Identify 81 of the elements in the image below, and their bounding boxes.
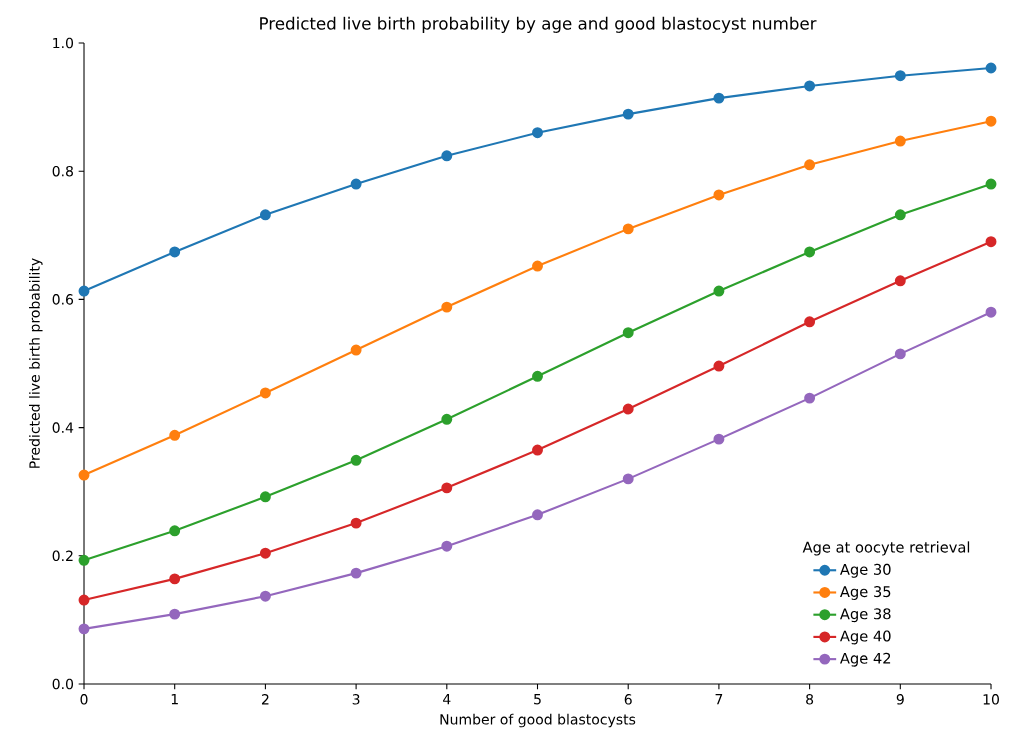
point — [985, 306, 997, 318]
legend-title: Age at oocyte retrieval — [802, 541, 970, 556]
point — [622, 403, 634, 415]
legend-label: Age 35 — [840, 586, 891, 600]
point — [350, 178, 362, 190]
point — [804, 159, 816, 171]
point — [532, 260, 543, 272]
point — [441, 150, 453, 162]
y-tick-label: 0.4 — [52, 422, 74, 433]
x-tick-label: 1 — [171, 694, 178, 705]
legend-label: Age 40 — [840, 630, 891, 645]
x-tick-label: 4 — [443, 694, 451, 705]
point — [259, 491, 271, 503]
point — [894, 348, 906, 360]
point — [713, 189, 725, 201]
x-tick-label: 3 — [352, 694, 360, 705]
y-axis-title: Predicted live birth probability — [29, 258, 43, 468]
point — [622, 108, 634, 120]
point — [985, 178, 997, 190]
point — [713, 285, 725, 297]
point — [78, 469, 90, 481]
point — [350, 517, 362, 529]
point — [713, 433, 725, 445]
point — [441, 413, 453, 425]
legend-label: Age 30 — [840, 563, 891, 578]
point — [622, 473, 634, 485]
point — [259, 590, 271, 602]
point — [441, 301, 453, 313]
y-tick-label: 0.2 — [52, 550, 73, 562]
point — [804, 316, 816, 328]
x-tick-label: 7 — [715, 694, 723, 705]
x-tick-label: 0 — [80, 694, 88, 705]
point — [894, 275, 906, 287]
point — [259, 547, 271, 559]
point — [713, 360, 725, 372]
point — [713, 92, 725, 104]
point — [532, 370, 543, 382]
x-tick-label: 5 — [534, 694, 541, 705]
y-tick-label: 0.6 — [52, 294, 74, 305]
point — [441, 540, 453, 552]
legend-label: Age 38 — [840, 608, 891, 623]
point — [622, 223, 634, 235]
point — [350, 454, 362, 466]
point — [532, 444, 543, 456]
point — [350, 567, 362, 579]
x-tick-label: 6 — [624, 694, 632, 705]
point — [78, 594, 90, 606]
point — [259, 209, 271, 221]
point — [804, 80, 816, 92]
point — [78, 554, 90, 566]
point — [78, 285, 90, 297]
point — [441, 482, 453, 494]
point — [169, 525, 181, 537]
point — [78, 623, 90, 635]
point — [894, 209, 906, 221]
point — [804, 246, 816, 258]
point — [894, 135, 906, 147]
legend-label: Age 42 — [840, 652, 891, 667]
x-tick-label: 9 — [896, 694, 904, 705]
point — [804, 392, 816, 404]
point — [169, 573, 181, 585]
point — [622, 327, 634, 339]
point — [259, 387, 271, 399]
y-tick-label: 0.0 — [52, 678, 74, 690]
x-tick-label: 2 — [261, 694, 269, 705]
point — [894, 70, 906, 82]
x-tick-label: 10 — [983, 694, 999, 705]
chart-title: Predicted live birth probability by age and good blastocyst number — [260, 16, 817, 33]
point — [169, 429, 181, 441]
point — [169, 608, 181, 620]
y-tick-label: 0.8 — [52, 165, 73, 177]
point — [169, 246, 181, 258]
y-tick-label: 1.0 — [53, 37, 74, 49]
x-tick-label: 8 — [806, 694, 814, 705]
x-axis-title: Number of good blastocysts — [440, 713, 636, 728]
point — [532, 509, 543, 521]
point — [985, 62, 997, 74]
point — [985, 115, 997, 127]
point — [985, 236, 997, 248]
point — [350, 344, 362, 356]
point — [532, 127, 543, 139]
